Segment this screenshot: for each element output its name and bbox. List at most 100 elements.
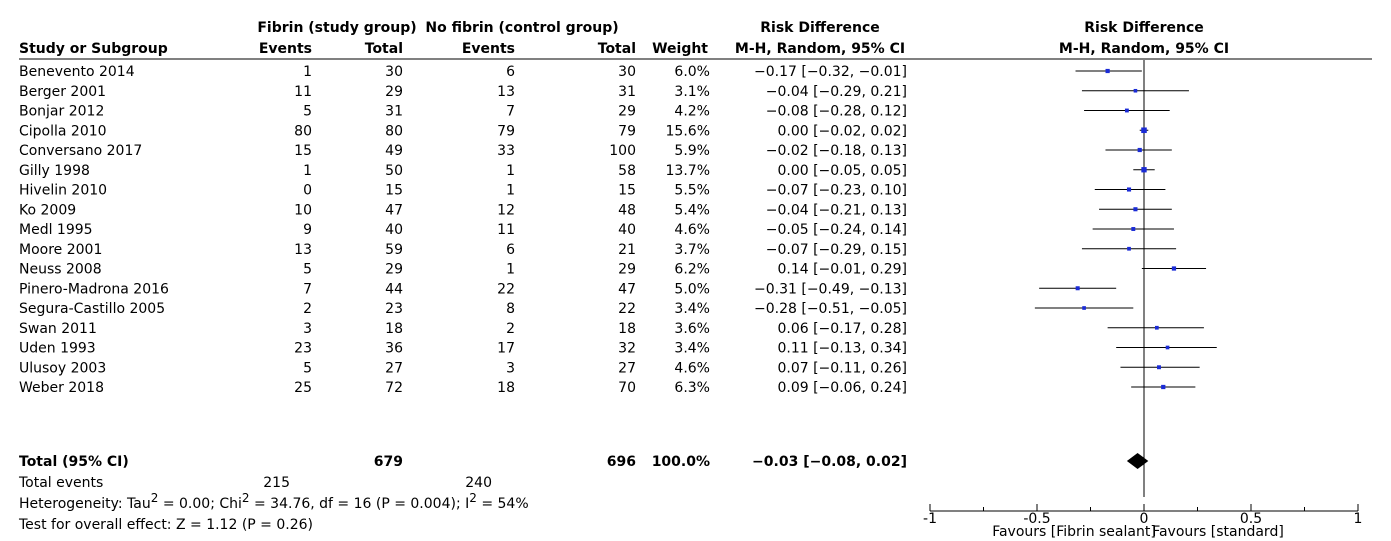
events1-cell: 80 bbox=[294, 123, 312, 139]
study-estimate bbox=[1120, 365, 1200, 370]
study-estimate bbox=[1116, 345, 1217, 350]
weight-cell: 4.2% bbox=[674, 104, 710, 120]
ci-cell: −0.07 [−0.29, 0.15] bbox=[766, 242, 907, 258]
total2-cell: 48 bbox=[618, 202, 636, 218]
point-estimate bbox=[1165, 345, 1170, 350]
table-row: Conversano 2017 15 49 33 100 5.9% −0.02 [−0.18… bbox=[19, 143, 907, 159]
total2-header: Total bbox=[598, 41, 636, 57]
events1-cell: 15 bbox=[294, 143, 312, 159]
events2-cell: 22 bbox=[497, 281, 515, 297]
ci-cell: −0.05 [−0.24, 0.14] bbox=[766, 222, 907, 238]
point-estimate bbox=[1133, 88, 1138, 93]
total2-cell: 21 bbox=[618, 242, 636, 258]
total2-cell: 40 bbox=[618, 222, 636, 238]
study-name: Hivelin 2010 bbox=[19, 183, 107, 199]
ci-cell: 0.14 [−0.01, 0.29] bbox=[777, 262, 907, 278]
study-name: Swan 2011 bbox=[19, 321, 97, 337]
total1-cell: 44 bbox=[385, 281, 403, 297]
total1-header: Total bbox=[365, 41, 403, 57]
events1-cell: 23 bbox=[294, 341, 312, 357]
ci-cell: −0.07 [−0.23, 0.10] bbox=[766, 183, 907, 199]
table-row: Berger 2001 11 29 13 31 3.1% −0.04 [−0.29, 0.2… bbox=[19, 84, 907, 100]
events1-cell: 1 bbox=[303, 64, 312, 80]
study-name: Ko 2009 bbox=[19, 202, 76, 218]
weight-cell: 3.4% bbox=[674, 301, 710, 317]
total2-cell: 29 bbox=[618, 262, 636, 278]
ci-cell: 0.09 [−0.06, 0.24] bbox=[777, 380, 907, 396]
study-name: Berger 2001 bbox=[19, 84, 106, 100]
total-n1: 679 bbox=[374, 454, 403, 470]
point-estimate bbox=[1075, 286, 1080, 291]
effect-header-line2: M-H, Random, 95% CI bbox=[735, 41, 905, 57]
point-estimate bbox=[1082, 306, 1086, 310]
study-name: Bonjar 2012 bbox=[19, 104, 104, 120]
events1-cell: 5 bbox=[303, 104, 312, 120]
events2-cell: 33 bbox=[497, 143, 515, 159]
total1-cell: 49 bbox=[385, 143, 403, 159]
weight-cell: 5.0% bbox=[674, 281, 710, 297]
study-estimate bbox=[1034, 306, 1134, 310]
total-ci: −0.03 [−0.08, 0.02] bbox=[752, 454, 907, 470]
table-row: Ulusoy 2003 5 27 3 27 4.6% 0.07 [−0.11, 0.26] bbox=[19, 360, 907, 376]
table-row: Hivelin 2010 0 15 1 15 5.5% −0.07 [−0.23, 0.10… bbox=[19, 183, 907, 199]
total1-cell: 29 bbox=[385, 84, 403, 100]
study-estimate bbox=[1094, 187, 1166, 192]
events1-cell: 13 bbox=[294, 242, 312, 258]
pooled-diamond bbox=[1126, 453, 1149, 469]
total2-cell: 29 bbox=[618, 104, 636, 120]
study-estimate bbox=[1039, 286, 1117, 291]
total2-cell: 27 bbox=[618, 360, 636, 376]
study-name: Cipolla 2010 bbox=[19, 123, 107, 139]
total-events-row: Total events 215 240 bbox=[18, 475, 492, 491]
study-name: Conversano 2017 bbox=[19, 143, 142, 159]
weight-cell: 4.6% bbox=[674, 360, 710, 376]
total1-cell: 59 bbox=[385, 242, 403, 258]
total-events-label: Total events bbox=[18, 475, 103, 491]
events2-cell: 8 bbox=[506, 301, 515, 317]
events2-cell: 1 bbox=[506, 163, 515, 179]
table-row: Moore 2001 13 59 6 21 3.7% −0.07 [−0.29, 0.15] bbox=[19, 242, 907, 258]
point-estimate bbox=[1161, 384, 1166, 390]
table-row: Bonjar 2012 5 31 7 29 4.2% −0.08 [−0.28, 0.12] bbox=[19, 104, 907, 120]
table-row: Pinero-Madrona 2016 7 44 22 47 5.0% −0.31 [−0.… bbox=[19, 281, 907, 297]
ci-cell: 0.00 [−0.05, 0.05] bbox=[777, 163, 907, 179]
total-events-e2: 240 bbox=[465, 475, 492, 491]
study-estimate bbox=[1081, 88, 1189, 93]
table-row: Weber 2018 25 72 18 70 6.3% 0.09 [−0.06, 0.24] bbox=[19, 380, 907, 396]
study-rows: Benevento 2014 1 30 6 30 6.0% −0.17 [−0.32, −0… bbox=[19, 64, 907, 396]
study-name: Neuss 2008 bbox=[19, 262, 102, 278]
study-estimate bbox=[1081, 246, 1177, 251]
table-row: Gilly 1998 1 50 1 58 13.7% 0.00 [−0.05, 0.05] bbox=[19, 163, 907, 179]
point-estimate bbox=[1124, 108, 1129, 113]
total1-cell: 40 bbox=[385, 222, 403, 238]
study-estimate bbox=[1099, 207, 1172, 212]
table-row: Benevento 2014 1 30 6 30 6.0% −0.17 [−0.32, −0… bbox=[19, 64, 907, 80]
events1-cell: 10 bbox=[294, 202, 312, 218]
events1-cell: 5 bbox=[303, 262, 312, 278]
events1-cell: 5 bbox=[303, 360, 312, 376]
ci-cell: 0.07 [−0.11, 0.26] bbox=[777, 360, 907, 376]
tick-label: 0 bbox=[1140, 511, 1149, 527]
total1-cell: 18 bbox=[385, 321, 403, 337]
events2-cell: 2 bbox=[506, 321, 515, 337]
total-n2: 696 bbox=[607, 454, 636, 470]
events2-cell: 13 bbox=[497, 84, 515, 100]
study-estimate bbox=[1084, 108, 1170, 113]
plot-marks bbox=[1034, 60, 1217, 497]
point-estimate bbox=[1154, 325, 1159, 330]
heterogeneity-text: Heterogeneity: Tau2 = 0.00; Chi2 = 34.76… bbox=[19, 491, 529, 512]
total-weight: 100.0% bbox=[652, 454, 710, 470]
ci-cell: −0.04 [−0.21, 0.13] bbox=[766, 202, 907, 218]
study-name: Weber 2018 bbox=[19, 380, 104, 396]
favours-left-label: Favours [Fibrin sealant] bbox=[992, 524, 1156, 540]
favours-right-label: Favours [standard] bbox=[1152, 524, 1284, 540]
events2-header: Events bbox=[462, 41, 515, 57]
total1-cell: 15 bbox=[385, 183, 403, 199]
total2-cell: 30 bbox=[618, 64, 636, 80]
weight-cell: 6.2% bbox=[674, 262, 710, 278]
study-estimate bbox=[1105, 147, 1172, 153]
weight-cell: 5.5% bbox=[674, 183, 710, 199]
table-row: Cipolla 2010 80 80 79 79 15.6% 0.00 [−0.02, 0.… bbox=[19, 123, 907, 139]
study-estimate bbox=[1139, 127, 1149, 134]
